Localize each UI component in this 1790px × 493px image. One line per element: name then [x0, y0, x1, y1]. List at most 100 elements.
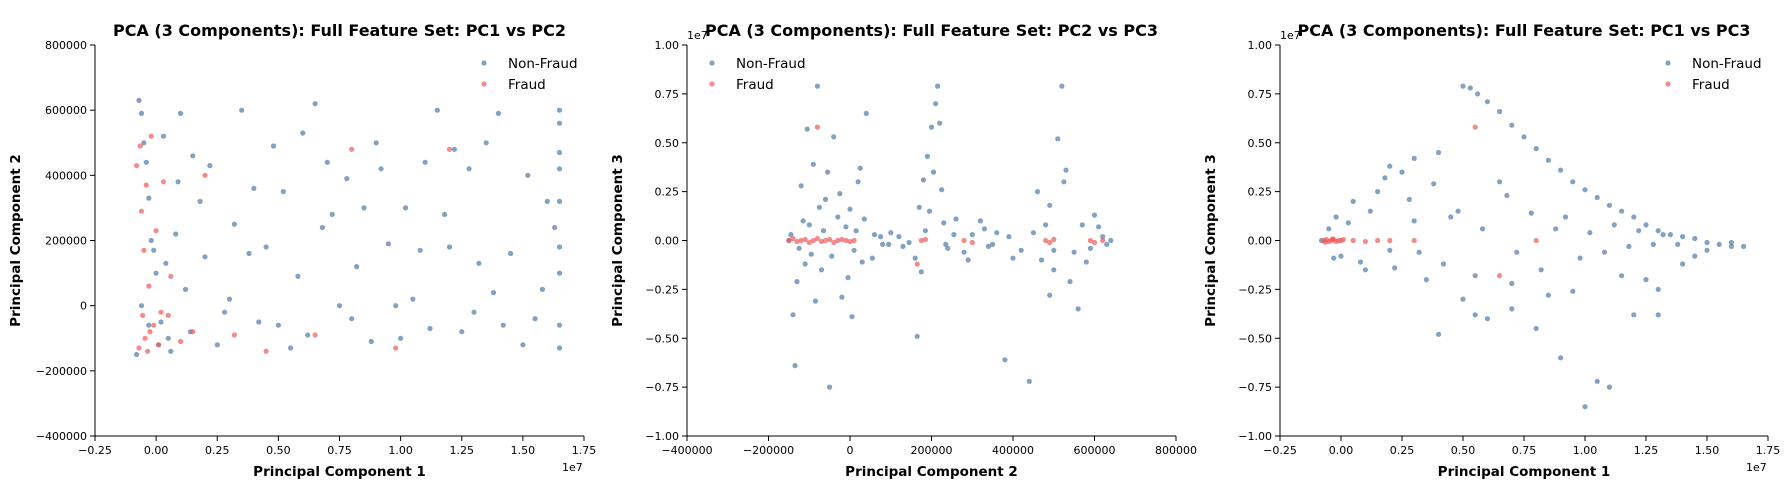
non-fraud-point [173, 231, 179, 237]
non-fraud-point [1643, 222, 1649, 228]
non-fraud-point [1504, 192, 1510, 199]
non-fraud-point [1051, 247, 1057, 253]
non-fraud-point [835, 214, 841, 220]
non-fraud-point [373, 140, 379, 146]
non-fraud-point [138, 110, 145, 116]
y-tick-label: 0.50 [655, 137, 680, 150]
fraud-point [147, 329, 153, 335]
non-fraud-point [855, 179, 861, 185]
non-fraud-point [1051, 267, 1057, 273]
non-fraud-point [1345, 220, 1351, 226]
non-fraud-point [818, 267, 825, 273]
non-fraud-point [796, 245, 802, 251]
x-tick-label: 0 [847, 444, 854, 457]
fraud-point [137, 143, 143, 149]
y-tick-label: 0.25 [655, 186, 680, 199]
non-fraud-point [280, 189, 286, 195]
non-fraud-point [275, 322, 281, 328]
chart-title: PCA (3 Components): Full Feature Set: PC… [705, 21, 1158, 40]
fraud-point [156, 342, 162, 348]
non-fraud-point [151, 247, 157, 253]
fraud-point [142, 335, 148, 341]
fraud-point [1411, 237, 1417, 244]
non-fraud-point [953, 216, 959, 222]
non-fraud-point [361, 205, 367, 211]
non-fraud-point [532, 316, 538, 322]
fraud-point [1533, 237, 1539, 244]
non-fraud-point [945, 245, 951, 251]
fraud-point [141, 247, 147, 253]
non-fraud-point [490, 290, 497, 296]
non-fraud-point [843, 224, 849, 230]
non-fraud-point [814, 83, 821, 89]
non-fraud-point [1643, 277, 1649, 283]
non-fraud-point [1655, 286, 1661, 292]
fraud-point [1375, 237, 1381, 244]
non-fraud-point [851, 247, 857, 253]
y-axis-label: Principal Component 3 [610, 154, 626, 327]
fraud-point [794, 238, 800, 245]
non-fraud-point [961, 249, 967, 255]
x-tick-label: 1.00 [1573, 444, 1598, 457]
fraud-point [1497, 273, 1503, 279]
non-fraud-point [1460, 83, 1466, 89]
non-fraud-point [1067, 279, 1073, 285]
non-fraud-point [141, 140, 147, 146]
non-fraud-point [1087, 245, 1093, 251]
non-fraud-point [466, 166, 472, 172]
non-fraud-point [1326, 226, 1332, 232]
non-fraud-point [1497, 108, 1503, 115]
x-offset-text: 1e7 [562, 461, 583, 474]
non-fraud-point [943, 241, 949, 247]
non-fraud-point [163, 260, 169, 266]
non-fraud-point [888, 230, 894, 236]
non-fraud-point [556, 107, 563, 113]
non-fraud-point [1606, 384, 1612, 390]
legend: Non-Fraud Fraud [1665, 56, 1762, 93]
non-fraud-point [427, 325, 433, 332]
fraud-point [847, 238, 853, 245]
non-fraud-point [1704, 239, 1710, 246]
fraud-point [148, 133, 154, 139]
chart-panel-3: −0.25 0.00 0.25 0.50 0.75 1.00 1.25 1.50 1.75 −1.… [1203, 21, 1780, 480]
non-fraud-point [1533, 146, 1539, 152]
fraud-point [231, 332, 237, 338]
non-fraud-point [1406, 196, 1412, 202]
non-fraud-point [1655, 228, 1661, 234]
x-tick-label: 0.00 [144, 444, 169, 457]
y-tick-label: 1.00 [655, 39, 680, 52]
fraud-point [1047, 239, 1053, 246]
legend-marker-non-fraud [1665, 60, 1671, 66]
non-fraud-point [146, 322, 152, 328]
x-axis-label: Principal Component 1 [253, 464, 426, 480]
non-fraud-point [816, 204, 823, 210]
fraud-point [798, 237, 804, 244]
y-tick-label: −400000 [36, 430, 87, 443]
non-fraud-point [1387, 163, 1393, 169]
x-tick-label: 0.50 [1451, 444, 1476, 457]
non-fraud-point [1423, 277, 1429, 283]
non-fraud-point [1728, 243, 1734, 249]
non-fraud-point [941, 220, 947, 226]
non-fraud-point [928, 124, 935, 130]
fraud-point [918, 237, 924, 244]
non-fraud-point [451, 146, 457, 152]
fraud-point [349, 146, 355, 152]
non-fraud-point [1509, 122, 1515, 128]
x-tick-label: −0.25 [1263, 444, 1297, 457]
non-fraud-point [471, 309, 477, 315]
non-fraud-point [1741, 243, 1747, 249]
legend-label-non-fraud: Non-Fraud [736, 56, 806, 72]
x-tick-label: 600000 [1074, 444, 1116, 457]
non-fraud-point [422, 159, 428, 165]
legend-marker-fraud [481, 81, 487, 87]
non-fraud-point [912, 255, 918, 261]
non-fraud-point [312, 101, 318, 107]
non-fraud-point [1061, 179, 1067, 185]
non-fraud-point [1055, 136, 1061, 142]
y-tick-label: 800000 [45, 39, 87, 52]
y-tick-label: 0.75 [655, 88, 680, 101]
non-fraud-point [1577, 255, 1583, 261]
non-fraud-point [508, 250, 514, 257]
non-fraud-point [556, 166, 563, 172]
